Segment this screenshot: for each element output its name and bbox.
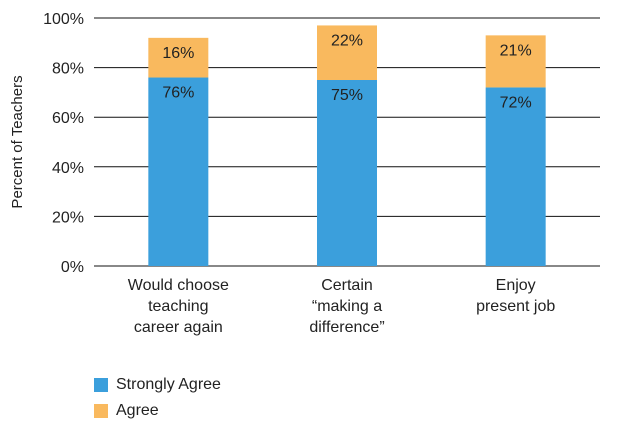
bar-strongly-agree-2 bbox=[485, 87, 546, 266]
data-label-agree-2: 21% bbox=[500, 42, 532, 59]
legend-swatch-strongly-agree bbox=[94, 378, 108, 392]
bar-agree-2 bbox=[485, 35, 546, 88]
legend-label-strongly-agree: Strongly Agree bbox=[116, 376, 221, 393]
legend: Strongly Agree Agree bbox=[94, 372, 221, 424]
y-tick-label-0: 0% bbox=[61, 259, 84, 276]
y-tick-label-60: 60% bbox=[52, 110, 84, 127]
bar-agree-1 bbox=[317, 25, 377, 80]
data-label-strongly-agree-1: 75% bbox=[331, 87, 363, 104]
bar-strongly-agree-0 bbox=[148, 77, 209, 267]
x-category-label-1-line-0: Certain bbox=[321, 277, 373, 294]
x-category-label-2-line-1: present job bbox=[476, 298, 555, 315]
y-tick-label-40: 40% bbox=[52, 160, 84, 177]
legend-item-agree: Agree bbox=[94, 398, 221, 424]
x-category-label-2-line-0: Enjoy bbox=[496, 277, 536, 294]
y-tick-label-80: 80% bbox=[52, 61, 84, 78]
data-label-agree-0: 16% bbox=[162, 45, 194, 62]
x-category-label-1-line-2: difference” bbox=[309, 319, 384, 336]
y-tick-label-20: 20% bbox=[52, 209, 84, 226]
x-category-label-0-line-0: Would choose bbox=[128, 277, 229, 294]
legend-swatch-agree bbox=[94, 404, 108, 418]
data-label-strongly-agree-2: 72% bbox=[500, 94, 532, 111]
x-category-label-1-line-1: “making a bbox=[312, 298, 382, 315]
bar-agree-0 bbox=[148, 37, 209, 78]
x-category-label-0-line-1: teaching bbox=[148, 298, 209, 315]
legend-label-agree: Agree bbox=[116, 402, 159, 419]
y-axis-title: Percent of Teachers bbox=[9, 75, 26, 208]
legend-item-strongly-agree: Strongly Agree bbox=[94, 372, 221, 398]
y-tick-label-100: 100% bbox=[43, 11, 84, 28]
data-label-strongly-agree-0: 76% bbox=[162, 85, 194, 102]
bar-strongly-agree-1 bbox=[317, 80, 377, 266]
bar-layer bbox=[148, 25, 546, 267]
label-layer: 0% 20% 40% 60% 80% 100% 76% 16% Would choose teac… bbox=[43, 11, 555, 336]
x-category-label-0-line-2: career again bbox=[134, 319, 223, 336]
data-label-agree-1: 22% bbox=[331, 32, 363, 49]
